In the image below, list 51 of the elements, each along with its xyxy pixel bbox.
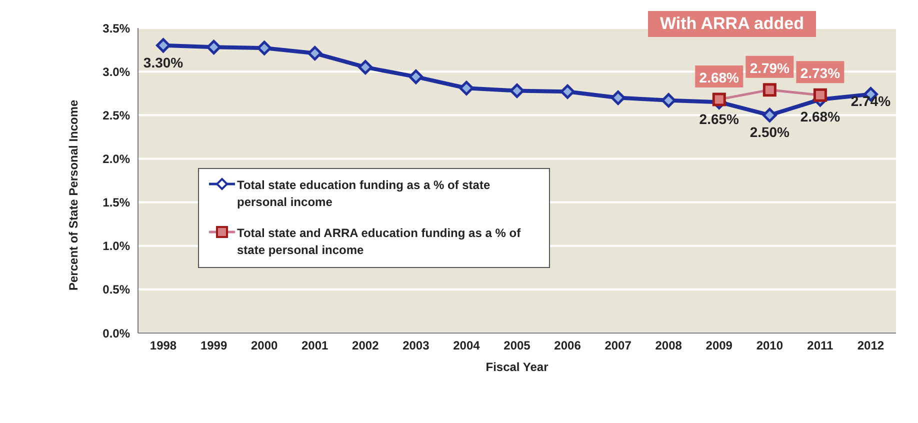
x-tick-label: 1998 [150,338,177,353]
x-tick-label: 2011 [807,338,834,353]
x-tick-label: 2010 [756,338,784,353]
data-label: 2.73% [800,65,841,82]
point [257,40,272,56]
point [560,84,575,99]
point [813,88,827,102]
data-label: 3.30% [143,54,184,70]
y-tick-label: 0.0% [102,326,130,340]
x-tick-label: 2002 [352,338,380,353]
x-tick-label: 2001 [302,338,329,353]
data-label: 2.79% [750,60,790,76]
data-label: 2.50% [750,124,790,140]
point [712,92,726,106]
point [156,38,171,53]
point [358,60,373,74]
x-tick-label: 2005 [504,338,531,353]
data-label: 2.65% [699,111,740,128]
point [510,83,524,98]
x-tick-label: 1999 [200,338,228,353]
x-tick-label: 2000 [250,338,278,353]
point [408,70,424,84]
x-tick-label: 2009 [706,338,733,353]
data-label: 2.68% [800,108,841,124]
y-tick-label: 3.0% [102,64,130,79]
x-tick-label: 2012 [857,338,884,353]
y-tick-label: 2.0% [102,152,130,166]
legend-label: Total state education funding as a % of state personal income [237,177,492,211]
point [661,93,676,108]
x-tick-label: 2006 [554,338,582,353]
data-label: 2.74% [850,93,892,110]
point [762,83,776,97]
y-axis-title: Percent of State Personal Income [66,99,80,290]
x-tick-label: 2008 [655,338,682,353]
y-tick-label: 1.5% [102,196,130,210]
x-tick-label: 2003 [402,338,430,353]
x-axis-title: Fiscal Year [486,360,549,374]
data-label: 2.68% [699,69,740,86]
x-tick-label: 2007 [604,338,632,353]
point [459,80,474,96]
y-tick-label: 0.5% [102,282,130,297]
legend-label: Total state and ARRA education funding as a % of state personal income [237,225,522,259]
point [610,90,626,105]
y-tick-label: 1.0% [102,239,130,254]
x-tick-label: 2004 [453,338,480,353]
point [308,46,322,61]
annotation: With ARRA added [648,11,816,37]
point [206,40,222,54]
y-tick-label: 3.5% [102,21,130,36]
y-tick-label: 2.5% [102,108,130,122]
point [762,108,777,122]
